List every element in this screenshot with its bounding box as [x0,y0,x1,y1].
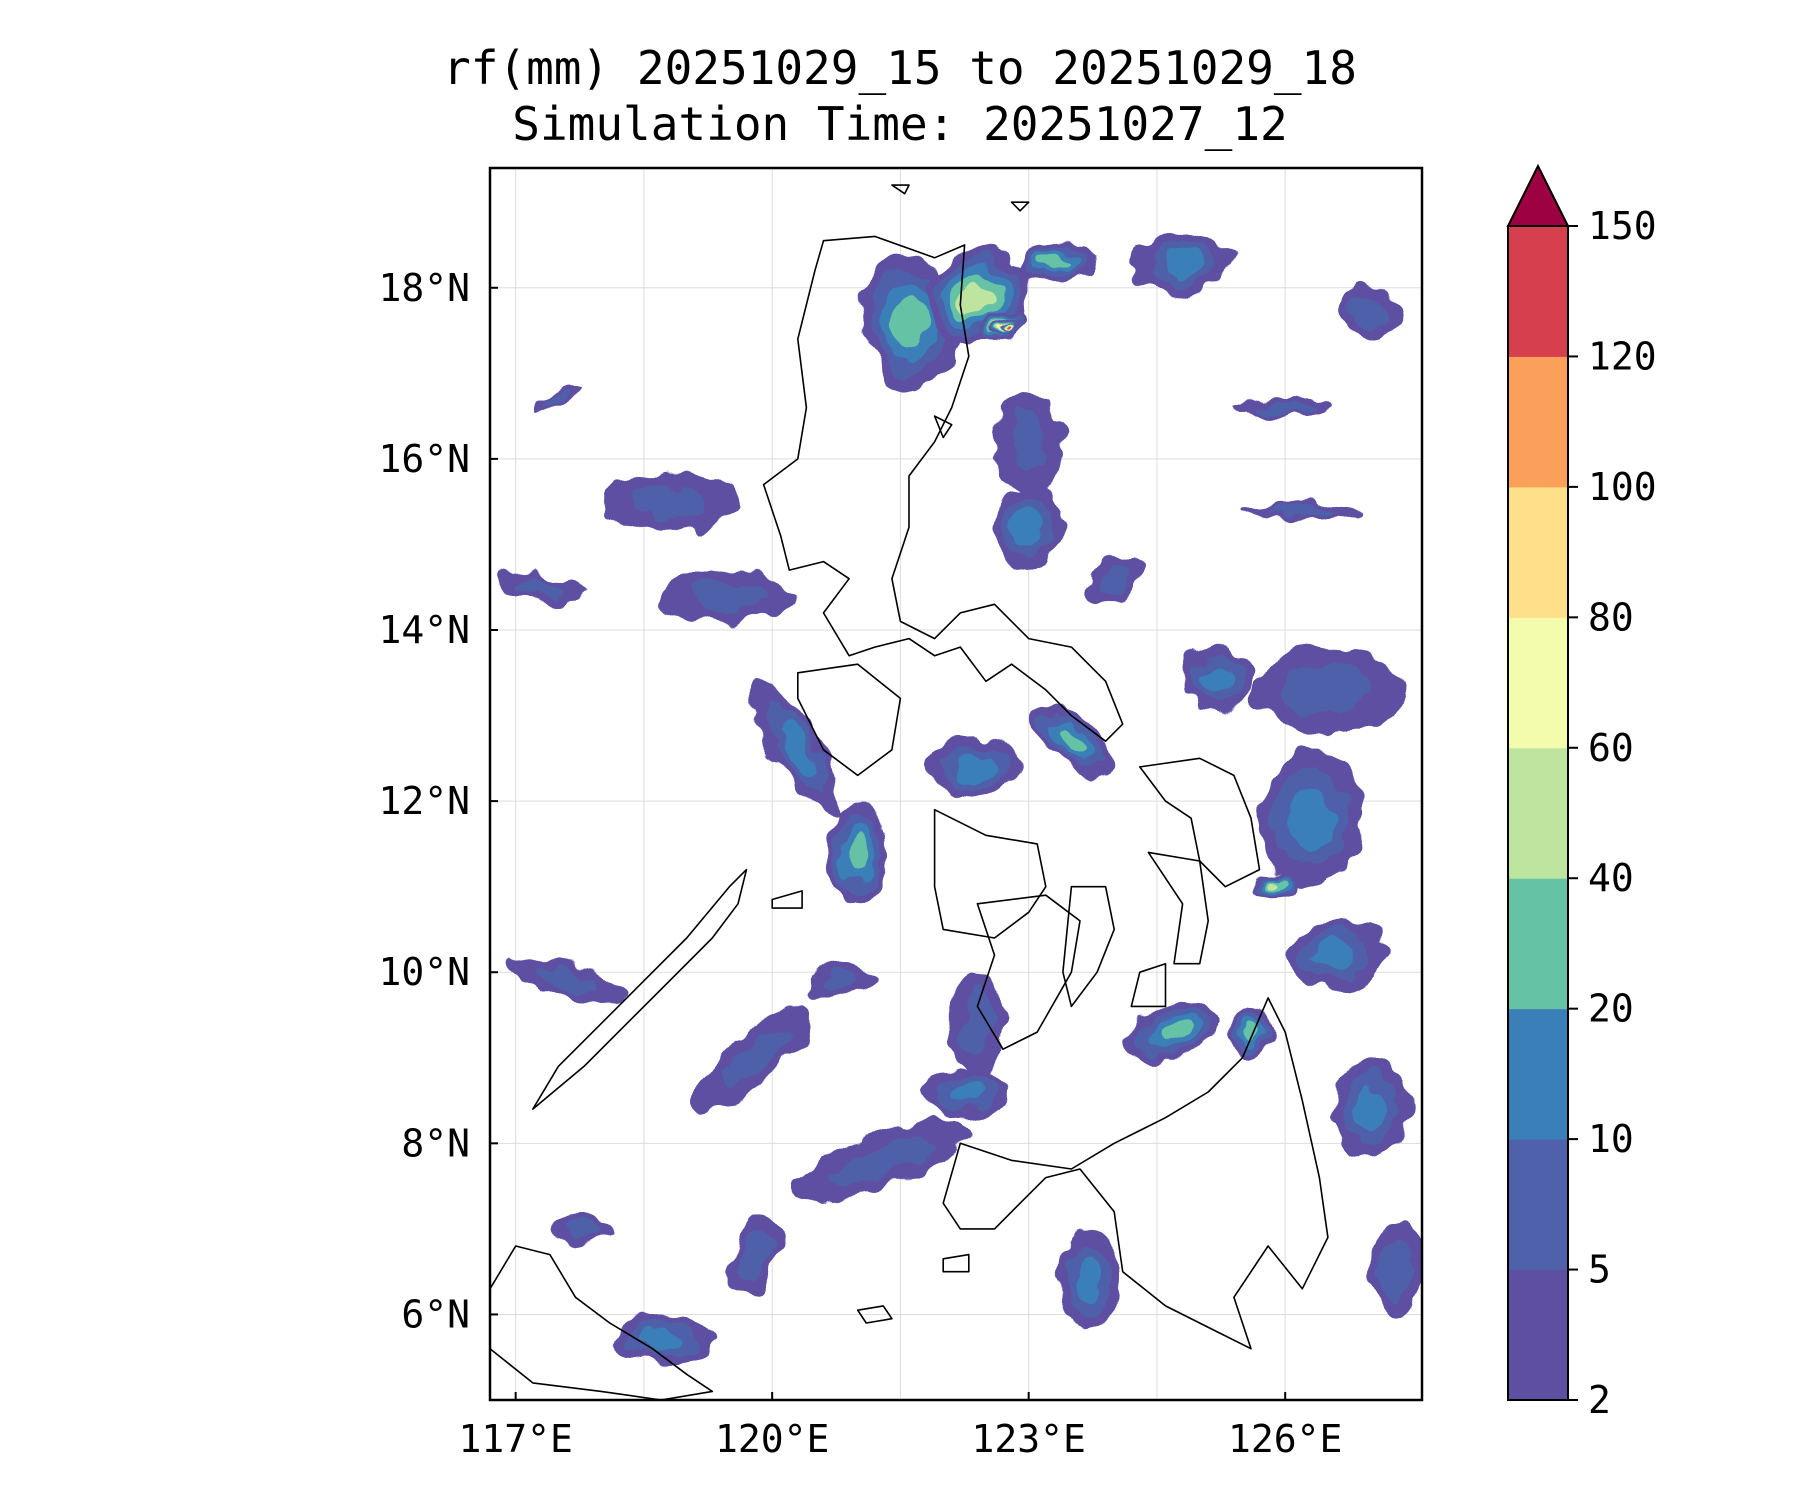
rain-contour [638,1328,684,1352]
coastline [933,415,953,439]
gridlines [490,168,1422,1400]
rain-contour [1283,665,1373,715]
rain-contour [1267,505,1337,516]
colorbar-label: 20 [1588,987,1634,1031]
colorbar-segment [1508,1269,1568,1401]
rain-contour [1160,248,1205,276]
rain-contour [832,1137,935,1184]
rain-contour [1316,940,1357,970]
coastline [933,808,1047,939]
colorbar-segment [1508,486,1568,618]
coastline [1147,851,1209,965]
lon-tick-label: 117°E [458,1417,572,1461]
title-line-2: Simulation Time: 20251027_12 [512,97,1288,151]
rain-contour [961,281,994,312]
coastline [856,1305,893,1324]
coastline [976,894,1081,1050]
rain-contour [1156,1021,1192,1043]
coastline [771,890,803,909]
rainfall-contours [499,231,1422,1366]
rain-contour [1255,402,1315,413]
colorbar-label: 120 [1588,334,1657,378]
colorbar-label: 10 [1588,1117,1634,1161]
rain-contour [1354,1086,1388,1132]
colorbar-segment [1508,1008,1568,1140]
lon-tick-label: 126°E [1228,1417,1342,1461]
coastline [1130,962,1167,1008]
longitude-ticks: 117°E 120°E 123°E 126°E [458,1392,1342,1461]
colorbar-extend-arrow [1506,163,1570,227]
rain-contour [740,1231,770,1279]
coastline [532,868,748,1110]
rain-contour [950,1080,988,1104]
rain-contour [846,833,869,872]
coastline [797,663,902,777]
lat-tick-label: 10°N [378,950,470,994]
lat-tick-label: 6°N [401,1292,470,1336]
colorbar-segment [1508,617,1568,749]
lon-tick-label: 120°E [715,1417,829,1461]
colorbar-segment [1508,226,1568,357]
rain-contour [566,1221,602,1237]
lon-tick-label: 123°E [971,1417,1085,1461]
colorbar-label: 100 [1588,465,1657,509]
rain-contour [630,484,709,519]
rain-contour [1009,412,1049,472]
lat-tick-label: 8°N [401,1121,470,1165]
coastline [1010,201,1030,212]
colorbar-segment [1508,1139,1568,1271]
lat-tick-label: 16°N [378,437,470,481]
coastline [891,184,910,195]
rain-contour [1075,1257,1102,1303]
coastline [1139,757,1261,888]
colorbar-segment [1508,747,1568,879]
rain-contour [1039,254,1070,270]
coastline [762,235,1124,742]
lat-tick-label: 18°N [378,266,470,310]
rain-contour [956,753,998,780]
rain-contour [1381,1242,1412,1302]
colorbar-segment [1508,356,1568,488]
colorbar-label: 5 [1588,1248,1611,1292]
colorbar-label: 80 [1588,595,1634,639]
rain-contour [690,581,769,611]
lat-tick-label: 14°N [378,608,470,652]
rain-contour [545,390,572,408]
rain-contour [1351,298,1391,329]
coastline [942,997,1329,1350]
coastline [942,1253,970,1273]
map-title: rf(mm) 20251029_15 to 20251029_18 Simula… [0,40,1800,152]
colorbar-label: 150 [1588,204,1657,248]
rain-contour [891,297,927,347]
rain-contour [1288,788,1334,848]
rain-contour [517,578,566,596]
rain-contour [962,994,993,1054]
colorbar-label: 40 [1588,856,1634,900]
rain-contour [1096,564,1133,594]
colorbar-label: 60 [1588,726,1634,770]
rain-contour [1013,508,1044,546]
title-line-1: rf(mm) 20251029_15 to 20251029_18 [443,41,1357,95]
coastline [1062,885,1115,1008]
colorbar-frame [1507,225,1569,1401]
rain-contour [1056,727,1087,755]
lat-tick-label: 12°N [378,779,470,823]
rain-contour [720,1027,790,1088]
rain-contour [533,967,601,994]
coastlines [490,184,1329,1400]
rain-contour [778,720,818,780]
rain-contour [820,970,861,991]
colorbar-segment [1508,878,1568,1010]
rain-contour [1009,325,1014,328]
latitude-ticks: 6°N 8°N 10°N 12°N 14°N 16°N 18°N [378,266,498,1336]
map-frame [488,166,1424,1402]
colorbar: 2 5 10 20 40 60 80 100 120 150 [1506,163,1657,1422]
coastline [490,1245,714,1400]
rain-contour [1269,881,1284,893]
colorbar-label: 2 [1588,1378,1611,1422]
rain-contour [1201,666,1232,697]
